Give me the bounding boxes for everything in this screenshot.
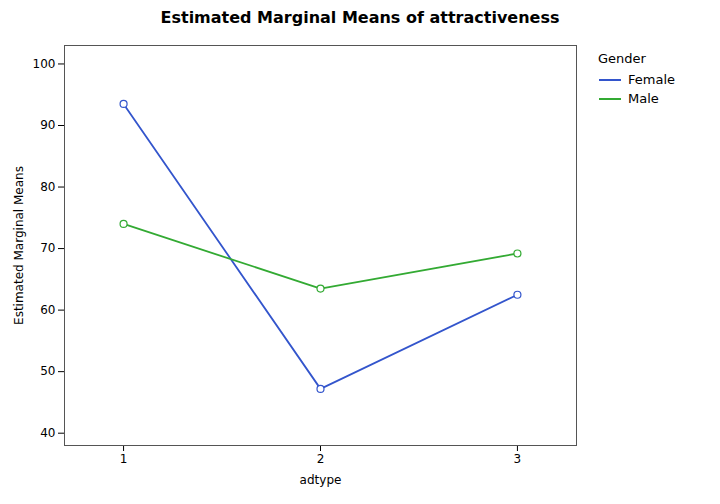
svg-text:90: 90	[40, 118, 55, 132]
svg-text:70: 70	[40, 241, 55, 255]
svg-text:40: 40	[40, 426, 55, 440]
html-text:Female: Female	[628, 72, 675, 87]
html-text:Male: Male	[628, 91, 659, 106]
svg-text:60: 60	[40, 303, 55, 317]
svg-text:3: 3	[514, 452, 522, 466]
svg-text:adtype: adtype	[300, 473, 342, 487]
svg-text:80: 80	[40, 180, 55, 194]
svg-text:1: 1	[120, 452, 128, 466]
svg-text:100: 100	[33, 57, 56, 71]
html-text:Estimated Marginal Means of at: Estimated Marginal Means of attractivene…	[160, 8, 560, 27]
svg-text:50: 50	[40, 364, 55, 378]
svg-text:Estimated Marginal Means: Estimated Marginal Means	[12, 166, 26, 325]
html-text:Gender: Gender	[598, 51, 646, 66]
svg-text:2: 2	[317, 452, 325, 466]
